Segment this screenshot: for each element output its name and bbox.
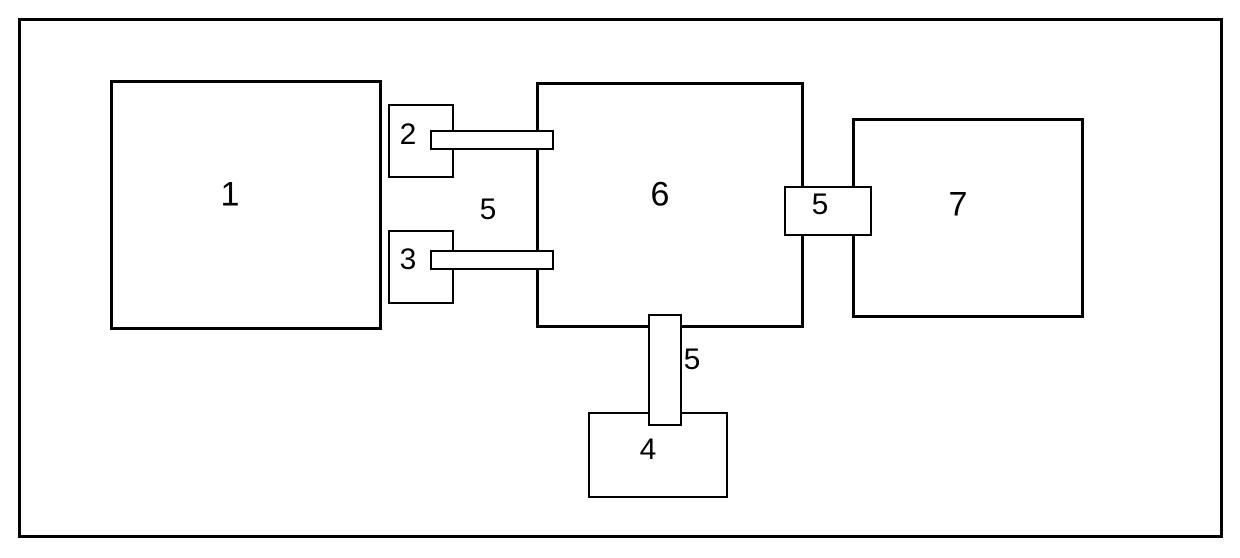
- block-7: [852, 118, 1084, 318]
- label-4: 4: [640, 433, 657, 467]
- label-5a: 5: [480, 193, 497, 227]
- label-1: 1: [221, 176, 240, 215]
- label-3: 3: [400, 243, 417, 277]
- connector-3-6: [430, 250, 554, 270]
- diagram-stage: 1 6 7 2 3 4 5 5 5: [0, 0, 1240, 558]
- connector-2-6: [430, 130, 554, 150]
- label-7: 7: [949, 186, 968, 225]
- connector-6-4: [648, 314, 682, 426]
- block-1: [110, 80, 382, 330]
- label-5b: 5: [812, 188, 829, 222]
- block-6: [536, 82, 804, 328]
- label-5c: 5: [684, 343, 701, 377]
- label-2: 2: [400, 118, 417, 152]
- label-6: 6: [651, 176, 670, 215]
